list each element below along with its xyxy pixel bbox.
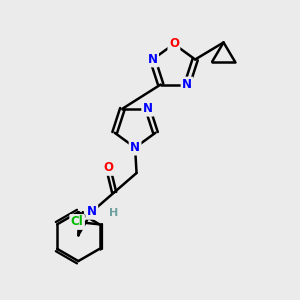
Text: O: O bbox=[169, 38, 179, 50]
Text: N: N bbox=[182, 78, 192, 91]
Text: N: N bbox=[148, 53, 158, 66]
Text: N: N bbox=[143, 102, 153, 115]
Text: H: H bbox=[109, 208, 118, 218]
Text: Cl: Cl bbox=[71, 215, 83, 229]
Text: N: N bbox=[87, 205, 97, 218]
Text: O: O bbox=[103, 161, 113, 174]
Text: N: N bbox=[130, 141, 140, 154]
